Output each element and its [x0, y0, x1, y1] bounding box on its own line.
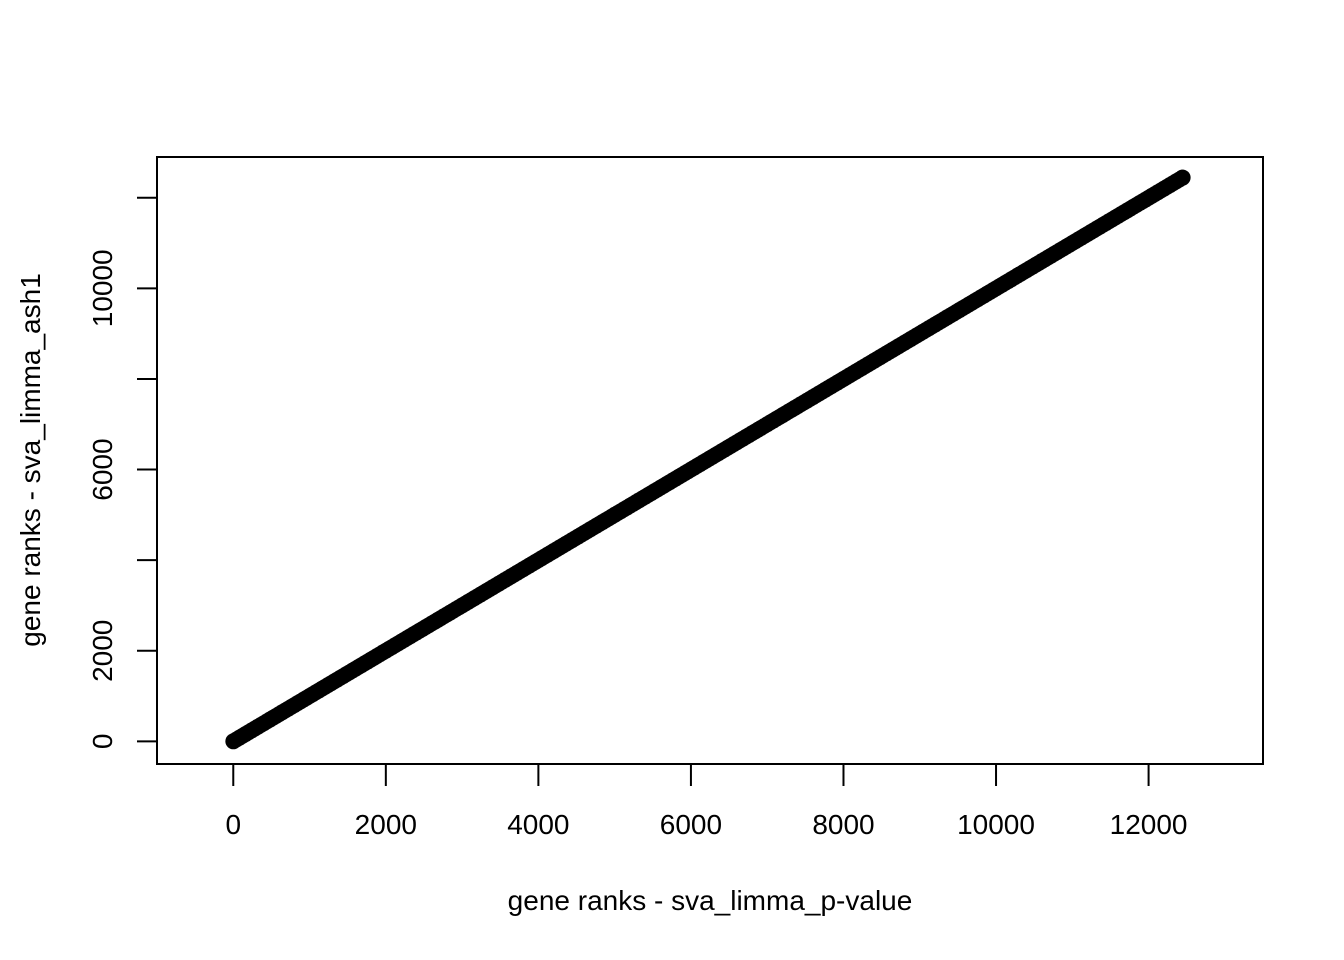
data-point [1174, 169, 1191, 186]
y-tick-label: 6000 [87, 438, 118, 500]
x-tick-label: 2000 [355, 809, 417, 840]
x-axis: 0 2000 4000 6000 8000 10000 12000 [225, 763, 1188, 840]
x-axis-label: gene ranks - sva_limma_p-value [508, 885, 913, 916]
x-tick-label: 6000 [660, 809, 722, 840]
x-tick-label: 0 [225, 809, 241, 840]
y-tick-label: 2000 [87, 620, 118, 682]
x-tick-label: 10000 [957, 809, 1035, 840]
x-tick-label: 8000 [812, 809, 874, 840]
y-tick-label: 0 [87, 734, 118, 750]
x-tick-label: 4000 [507, 809, 569, 840]
data-points [225, 169, 1191, 750]
y-tick-label: 10000 [87, 249, 118, 327]
x-tick-label: 12000 [1110, 809, 1188, 840]
y-axis: 0 2000 6000 10000 [87, 196, 158, 750]
y-axis-label: gene ranks - sva_limma_ash1 [15, 273, 46, 647]
